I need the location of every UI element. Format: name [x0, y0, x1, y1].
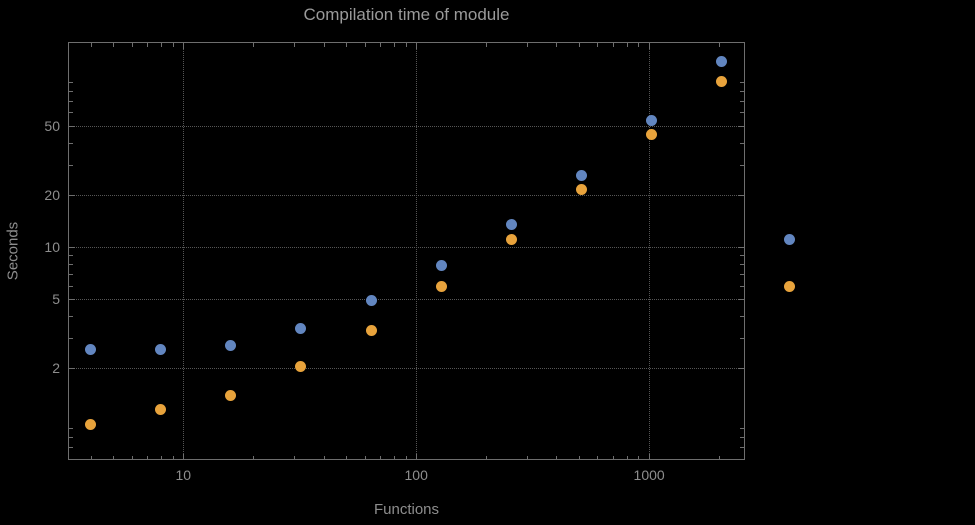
- legend-marker-series-blue: [784, 234, 795, 245]
- y-tick-label-2: 2: [52, 360, 60, 377]
- y-tick-label-5: 5: [52, 291, 60, 308]
- chart-title: Compilation time of module: [303, 5, 510, 24]
- legend-marker-series-orange: [784, 281, 795, 292]
- x-axis-label: Functions: [373, 501, 440, 518]
- x-tick-label-100: 100: [404, 467, 428, 483]
- y-tick-label-20: 20: [44, 187, 60, 204]
- x-tick-label-1000: 1000: [633, 467, 665, 483]
- y-tick-label-50: 50: [44, 118, 60, 135]
- y-axis-label: Seconds: [4, 221, 22, 281]
- x-tick-label-10: 10: [175, 467, 192, 483]
- plot-frame: [68, 42, 745, 460]
